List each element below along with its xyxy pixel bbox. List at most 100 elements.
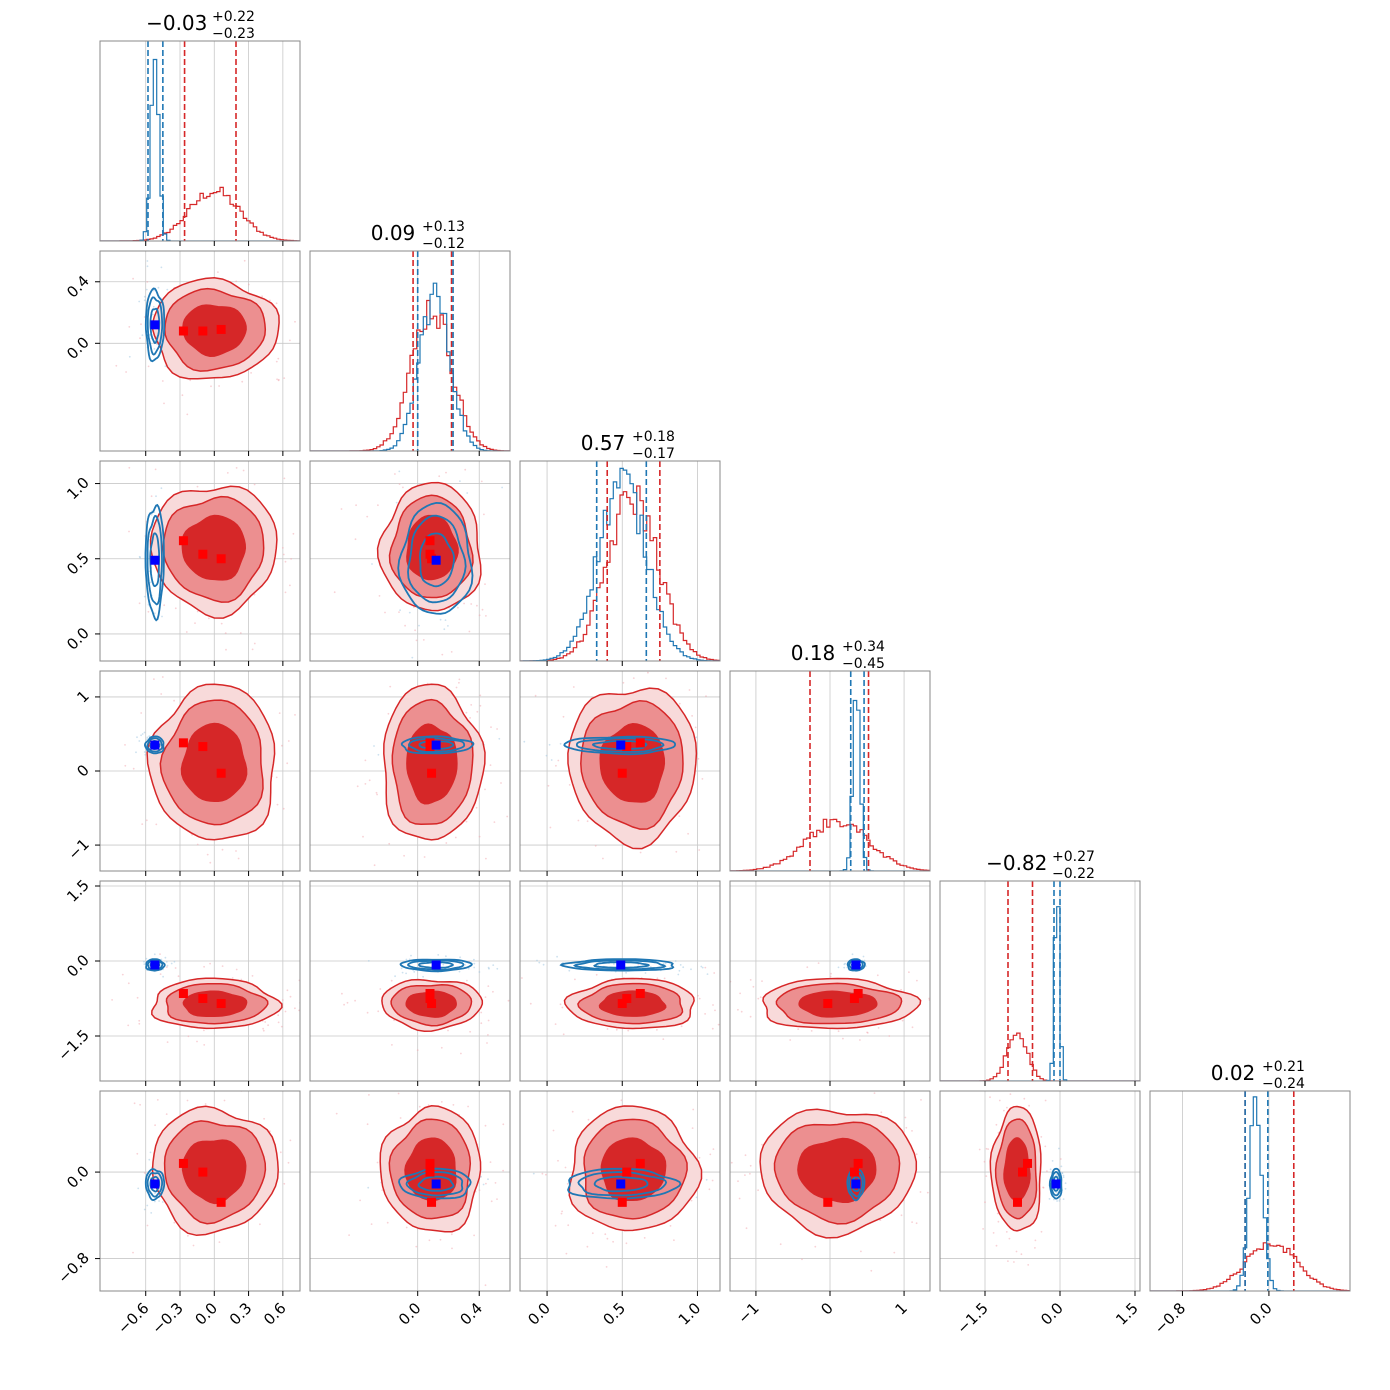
red-sample-dot <box>483 513 485 516</box>
red-sample-dot <box>485 615 487 617</box>
panel-title: −0.82 +0.27−0.22 <box>986 849 1095 882</box>
red-sample-dot <box>983 1160 986 1163</box>
blue-sample-dot <box>545 754 548 757</box>
red-sample-dot <box>484 1124 487 1127</box>
red-sample-dot <box>987 1148 990 1150</box>
blue-sample-dot <box>559 742 562 745</box>
red-sample-dot <box>1040 1136 1043 1138</box>
red-sample-dot <box>502 1123 505 1126</box>
red-sample-dot <box>749 979 752 981</box>
red-sample-dot <box>428 1239 431 1242</box>
red-sample-dot <box>656 977 659 980</box>
red-sample-dot <box>704 872 706 874</box>
red-sample-dot <box>725 712 727 714</box>
red-contour-inner <box>181 1139 247 1205</box>
red-sample-dot <box>1044 1145 1047 1148</box>
red-sample-dot <box>194 622 196 624</box>
red-sample-dot <box>465 820 468 823</box>
red-contour-inner <box>1003 1137 1031 1201</box>
red-sample-dot <box>560 1212 563 1215</box>
red-sample-dot <box>870 1269 873 1272</box>
red-marker <box>1018 1167 1027 1177</box>
blue-sample-dot <box>143 295 146 298</box>
red-sample-dot <box>221 848 224 851</box>
red-sample-dot <box>150 495 153 498</box>
red-sample-dot <box>727 1258 729 1260</box>
red-sample-dot <box>128 326 131 328</box>
red-sample-dot <box>545 1173 547 1176</box>
blue-sample-dot <box>442 963 445 966</box>
blue-sample-dot <box>153 953 156 956</box>
blue-contour-middle <box>407 959 465 971</box>
red-sample-dot <box>275 360 278 363</box>
red-sample-dot <box>187 1234 189 1237</box>
red-sample-dot <box>375 791 378 794</box>
red-sample-dot <box>284 591 287 594</box>
red-sample-dot <box>717 1023 720 1026</box>
red-sample-dot <box>276 378 278 381</box>
red-sample-dot <box>275 302 278 305</box>
red-sample-dot <box>586 1245 589 1248</box>
red-sample-dot <box>694 726 697 729</box>
blue-sample-dot <box>160 266 163 269</box>
blue-sample-dot <box>373 745 375 747</box>
blue-marker <box>616 740 626 750</box>
blue-sample-dot <box>677 973 680 976</box>
blue-sample-dot <box>556 955 558 958</box>
blue-sample-dot <box>156 343 158 346</box>
red-sample-dot <box>480 1022 483 1025</box>
red-sample-dot <box>606 1237 609 1240</box>
red-sample-dot <box>452 886 454 888</box>
red-sample-dot <box>368 1094 370 1096</box>
red-marker <box>635 738 645 748</box>
red-sample-dot <box>334 1078 336 1080</box>
red-sample-dot <box>486 1042 488 1044</box>
red-sample-dot <box>749 1164 752 1167</box>
blue-sample-dot <box>145 288 148 291</box>
blue-contour-inner <box>593 1175 649 1193</box>
histogram-panel-1: 0.09 +0.13−0.12 <box>309 219 511 456</box>
panel-frame <box>99 250 301 452</box>
red-sample-dot <box>111 999 113 1001</box>
red-sample-dot <box>801 1258 803 1261</box>
red-sample-dot <box>289 339 291 342</box>
red-sample-dot <box>390 979 393 982</box>
blue-sample-dot <box>862 955 865 958</box>
red-sample-dot <box>722 1142 724 1144</box>
red-sample-dot <box>286 989 289 992</box>
red-sample-dot <box>465 711 468 714</box>
blue-sample-dot <box>377 753 380 756</box>
red-sample-dot <box>625 1242 628 1245</box>
red-sample-dot <box>978 1148 981 1151</box>
blue-sample-dot <box>464 964 466 966</box>
red-contour-inner <box>599 722 666 803</box>
blue-sample-dot <box>400 967 403 970</box>
red-sample-dot <box>623 1043 625 1045</box>
red-sample-dot <box>187 455 189 457</box>
red-contour-inner <box>181 514 247 581</box>
red-sample-dot <box>368 779 371 782</box>
blue-sample-dot <box>157 286 160 289</box>
blue-sample-dot <box>146 260 149 262</box>
blue-sample-dot <box>1060 1165 1063 1168</box>
red-sample-dot <box>196 610 199 613</box>
red-sample-dot <box>376 1161 379 1164</box>
red-sample-dot <box>541 1172 544 1175</box>
red-marker <box>427 1197 437 1207</box>
red-marker <box>178 326 188 336</box>
red-sample-dot <box>196 843 199 846</box>
red-sample-dot <box>561 1006 564 1009</box>
blue-sample-dot <box>162 975 164 978</box>
red-sample-dot <box>174 607 177 610</box>
red-sample-dot <box>829 975 832 978</box>
red-sample-dot <box>866 1032 869 1034</box>
red-sample-dot <box>638 636 640 638</box>
red-sample-dot <box>391 1044 393 1046</box>
blue-sample-dot <box>138 300 141 303</box>
red-sample-dot <box>132 277 134 280</box>
red-sample-dot <box>127 982 130 985</box>
blue-contour-inner <box>417 1175 455 1192</box>
red-sample-dot <box>549 826 552 829</box>
red-sample-dot <box>647 656 649 658</box>
blue-sample-dot <box>164 365 167 368</box>
